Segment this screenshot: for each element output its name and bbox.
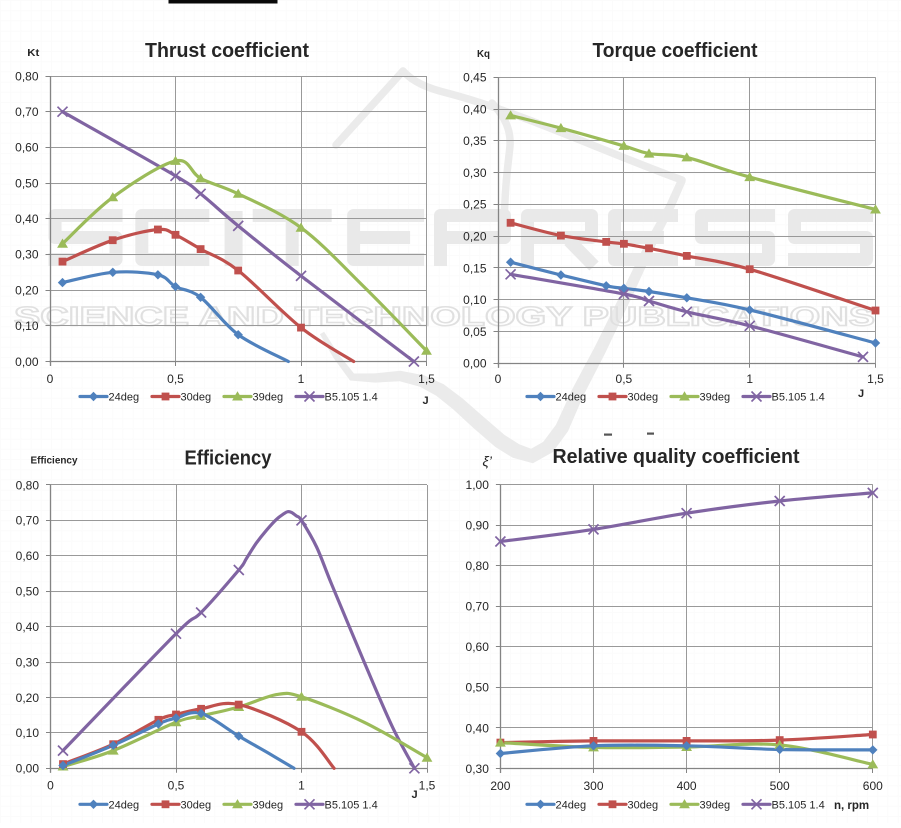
svg-text:600: 600 [863,779,883,793]
svg-text:0,70: 0,70 [16,514,40,528]
svg-text:0,20: 0,20 [15,283,39,297]
svg-text:1,5: 1,5 [419,779,436,793]
svg-text:0,15: 0,15 [463,261,487,275]
svg-text:400: 400 [677,779,697,793]
svg-text:0,10: 0,10 [15,319,39,333]
svg-text:Efficiency: Efficiency [185,448,273,470]
svg-text:0,45: 0,45 [463,71,487,85]
svg-text:0: 0 [47,372,54,386]
svg-text:B5.105 1.4: B5.105 1.4 [772,392,825,404]
svg-text:0,30: 0,30 [463,166,487,180]
svg-text:0,40: 0,40 [463,102,487,116]
svg-text:24deg: 24deg [109,392,140,404]
svg-text:0,00: 0,00 [15,355,39,369]
svg-text:24deg: 24deg [109,800,140,812]
svg-text:0,80: 0,80 [466,559,490,573]
svg-text:1: 1 [746,372,753,386]
svg-text:0,20: 0,20 [16,691,40,705]
svg-text:0,00: 0,00 [16,762,40,776]
svg-text:0,60: 0,60 [15,141,39,155]
svg-text:0,60: 0,60 [16,549,40,563]
svg-text:0: 0 [495,372,502,386]
svg-text:B5.105 1.4: B5.105 1.4 [325,800,378,812]
svg-text:0,30: 0,30 [16,655,40,669]
svg-text:B5.105 1.4: B5.105 1.4 [325,392,378,404]
svg-text:1,5: 1,5 [418,372,435,386]
svg-text:0,70: 0,70 [466,600,490,614]
svg-text:0,35: 0,35 [463,134,487,148]
svg-text:0,60: 0,60 [466,640,490,654]
svg-text:1: 1 [298,779,305,793]
svg-text:Kt: Kt [27,47,40,59]
svg-text:39deg: 39deg [700,800,731,812]
svg-text:1: 1 [298,372,305,386]
svg-text:0,5: 0,5 [167,372,184,386]
svg-text:24deg: 24deg [556,392,587,404]
svg-text:0,5: 0,5 [168,779,185,793]
svg-text:0,50: 0,50 [16,585,40,599]
svg-text:J: J [858,388,864,400]
svg-text:Relative quality coefficient: Relative quality coefficient [553,446,800,468]
svg-text:ξ’: ξ’ [483,453,493,469]
svg-text:SCIENCE AND TECHNOLOGY PUBLICA: SCIENCE AND TECHNOLOGY PUBLICATIONS [14,302,875,332]
svg-text:0,50: 0,50 [15,176,39,190]
svg-text:Efficiency: Efficiency [31,455,78,467]
svg-text:0,70: 0,70 [15,105,39,119]
svg-text:30deg: 30deg [628,392,659,404]
svg-text:39deg: 39deg [253,800,284,812]
svg-text:0,10: 0,10 [463,293,487,307]
svg-text:B5.105 1.4: B5.105 1.4 [772,800,825,812]
svg-text:Thrust coefficient: Thrust coefficient [145,40,309,62]
svg-text:0,30: 0,30 [466,762,490,776]
svg-text:0,40: 0,40 [15,212,39,226]
svg-text:39deg: 39deg [700,392,731,404]
svg-text:0,40: 0,40 [466,721,490,735]
svg-text:0,50: 0,50 [466,681,490,695]
svg-text:0,90: 0,90 [466,519,490,533]
svg-text:0: 0 [47,779,54,793]
svg-text:0,30: 0,30 [15,248,39,262]
svg-text:0,80: 0,80 [15,69,39,83]
svg-text:30deg: 30deg [628,800,659,812]
svg-text:1,5: 1,5 [867,372,884,386]
svg-text:1,00: 1,00 [466,478,490,492]
svg-text:0,25: 0,25 [463,198,487,212]
svg-text:500: 500 [770,779,790,793]
svg-text:0,00: 0,00 [463,357,487,371]
svg-text:0,10: 0,10 [16,726,40,740]
svg-text:30deg: 30deg [181,392,212,404]
svg-text:0,20: 0,20 [463,230,487,244]
svg-text:J: J [422,395,428,407]
svg-text:Kq: Kq [477,48,490,60]
svg-text:24deg: 24deg [556,800,587,812]
svg-text:Torque coefficient: Torque coefficient [593,40,758,62]
svg-text:0,5: 0,5 [616,372,633,386]
svg-text:39deg: 39deg [253,392,284,404]
svg-text:n, rpm: n, rpm [834,800,869,812]
svg-text:0,05: 0,05 [463,325,487,339]
svg-text:0,40: 0,40 [16,620,40,634]
svg-text:30deg: 30deg [181,800,212,812]
svg-text:200: 200 [490,779,510,793]
svg-text:0,80: 0,80 [16,478,40,492]
svg-text:J: J [411,789,417,801]
svg-text:300: 300 [583,779,603,793]
